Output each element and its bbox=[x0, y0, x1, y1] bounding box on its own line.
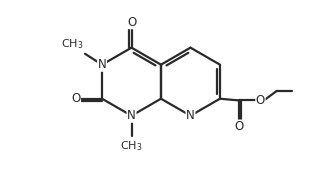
Text: O: O bbox=[234, 120, 243, 133]
Text: O: O bbox=[127, 16, 136, 29]
Text: O: O bbox=[256, 94, 265, 107]
Text: N: N bbox=[127, 109, 136, 122]
Text: CH$_3$: CH$_3$ bbox=[61, 37, 83, 51]
Text: N: N bbox=[98, 58, 106, 71]
Text: CH$_3$: CH$_3$ bbox=[120, 139, 143, 153]
Text: N: N bbox=[186, 109, 195, 122]
Text: O: O bbox=[71, 92, 80, 105]
